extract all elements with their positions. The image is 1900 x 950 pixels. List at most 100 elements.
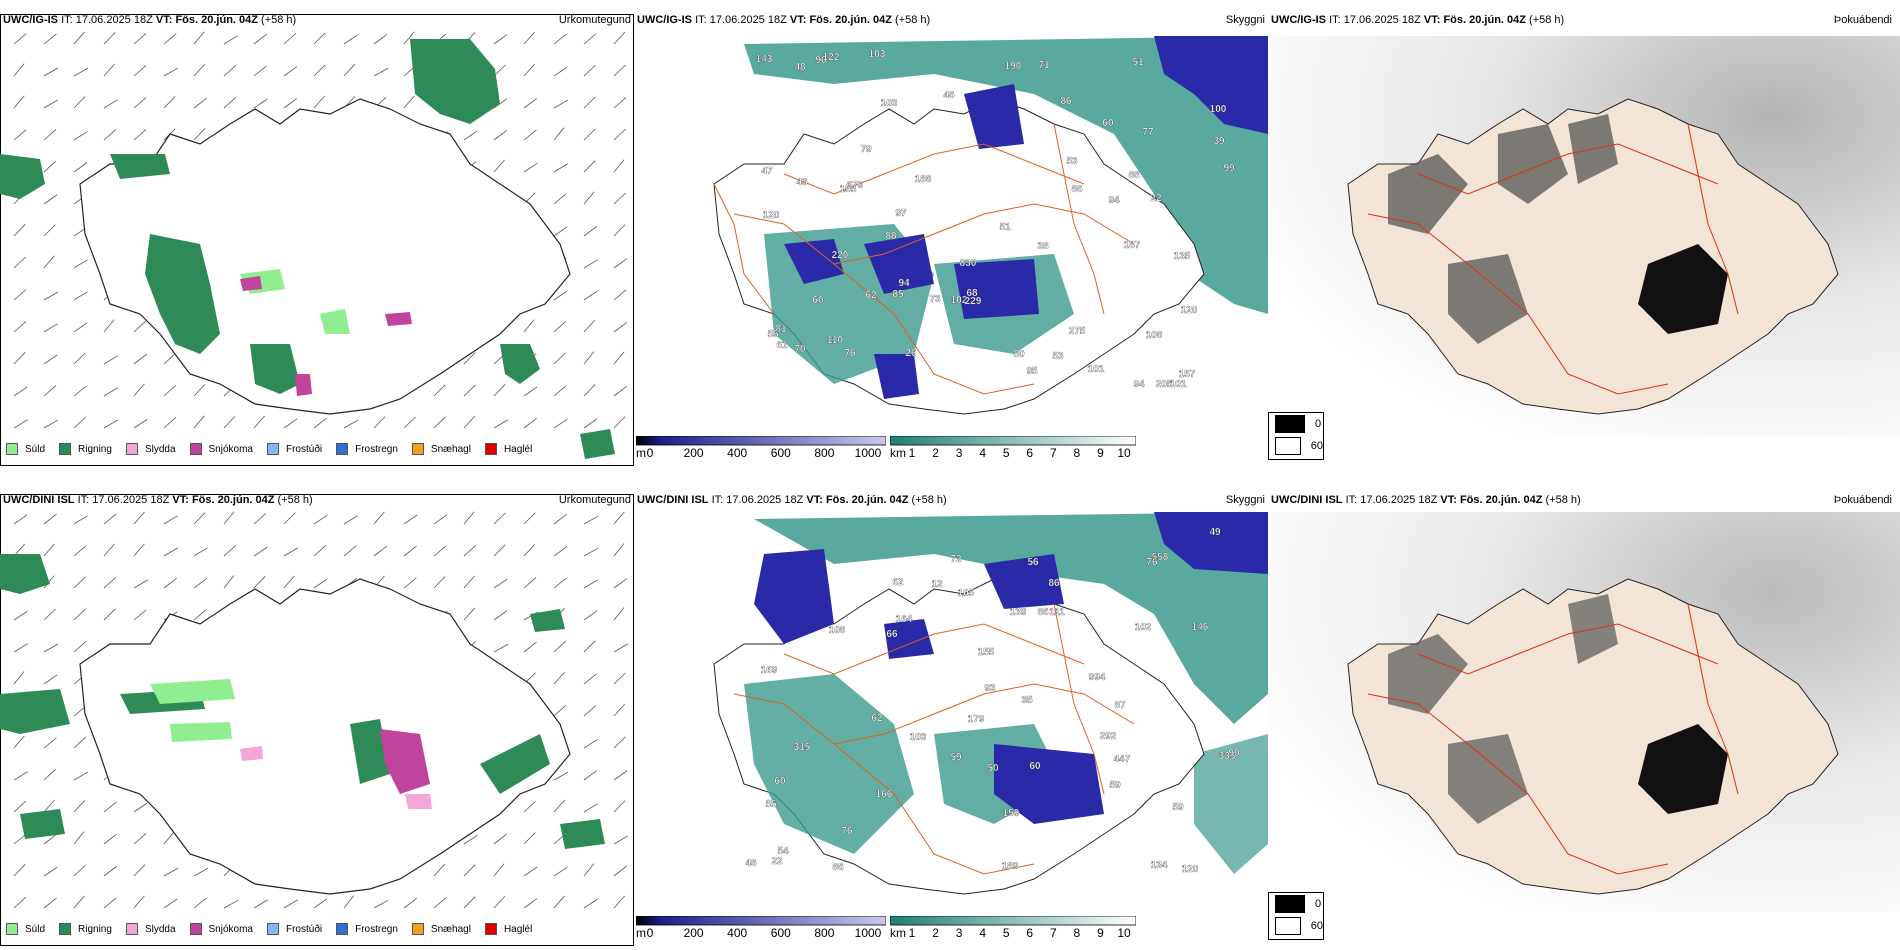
wind-barb	[313, 95, 325, 109]
wind-barb	[553, 352, 566, 365]
cloud-base-label: 275	[1069, 326, 1086, 337]
wind-barb	[613, 258, 628, 269]
freezing-rain-swatch	[336, 923, 349, 935]
cloud-base-label: 105	[958, 588, 975, 599]
legend-label: Frostúði	[285, 443, 323, 455]
wind-barb	[73, 322, 88, 333]
wind-barb	[163, 515, 178, 525]
colorbar-tick: 8	[1073, 926, 1081, 940]
legend-item: Súld	[6, 443, 45, 455]
low-cloud-area	[744, 674, 914, 854]
low-cloud-sea	[754, 512, 1268, 724]
colorbar-tick: 800	[814, 926, 835, 940]
wind-barb	[43, 543, 55, 557]
cloud-base-label: 830	[960, 258, 977, 269]
freezing-rain-swatch	[336, 443, 349, 455]
wind-barb	[73, 416, 87, 429]
cloud-base-label: 108	[829, 625, 846, 636]
cloud-base-label: 59	[950, 752, 962, 763]
cloud-base-label: 88	[885, 231, 897, 242]
wind-barb	[523, 31, 536, 45]
wind-barb	[253, 899, 268, 909]
fog-area	[1388, 154, 1468, 234]
wind-barb	[283, 899, 298, 909]
cloud-base-label: 49	[1209, 527, 1221, 538]
drizzle-area	[170, 722, 232, 742]
cloud-base-label: 101	[1170, 379, 1187, 390]
cloud-base-label: 164	[896, 614, 913, 625]
iceland-outline	[79, 578, 571, 895]
wind-barb	[613, 607, 625, 621]
legend-label: Snjókoma	[208, 923, 253, 935]
legend-item: Snæhagl	[411, 443, 471, 455]
wind-barb	[493, 419, 508, 429]
wind-barb	[73, 831, 85, 845]
wind-barb	[103, 513, 117, 525]
hail-swatch	[484, 923, 497, 935]
wind-barb	[73, 545, 87, 557]
wind-barb	[583, 64, 596, 77]
wind-barb	[613, 31, 626, 45]
wind-barb	[583, 160, 596, 173]
cloud-base-label: 157	[1179, 369, 1196, 380]
roads	[733, 603, 1135, 875]
wind-barb	[553, 99, 569, 109]
cloud-base-label: 86	[1060, 96, 1072, 107]
fog-map	[1268, 36, 1900, 436]
wind-barb	[13, 224, 26, 237]
wind-barb	[133, 33, 147, 45]
cloud-base-label: 59	[1109, 780, 1121, 791]
wind-barb	[553, 513, 567, 525]
cloud-base-label: 94	[898, 278, 910, 289]
wind-barb	[523, 832, 536, 845]
cloud-base-label: 994	[1089, 672, 1106, 683]
wind-barb	[403, 31, 415, 45]
cloud-base-label: 70	[794, 344, 806, 355]
wind-barb	[13, 735, 25, 749]
colorbar-tick: 200	[683, 446, 704, 460]
wind-barb	[73, 800, 86, 813]
precip-legend: Súld Rigning Slydda Snjókoma Frostúði Frostre…	[6, 923, 546, 935]
cloud-base-label: 46	[943, 90, 955, 101]
wind-barb	[43, 866, 58, 877]
cloud-base-label: 679	[847, 180, 864, 191]
cloud-base-label: 102	[1135, 622, 1152, 633]
panel-header: UWC/IG-IS IT: 17.06.2025 18Z VT: Fös. 20…	[3, 14, 297, 26]
cloud-base-label: 100	[1210, 104, 1227, 115]
colorbar-unit: m	[636, 926, 646, 940]
rain-area	[530, 609, 565, 632]
wind-barb	[583, 418, 598, 429]
wind-barb	[463, 575, 475, 589]
wind-barb	[583, 191, 595, 205]
wind-barb	[43, 160, 57, 173]
wind-barb	[13, 419, 28, 429]
legend-item: Slydda	[125, 923, 176, 935]
wind-barb	[553, 193, 567, 205]
wind-barb	[403, 514, 418, 525]
cloud-base-label: 76	[844, 348, 856, 359]
wind-barb	[193, 128, 206, 141]
precip-legend: Súld Rigning Slydda Snjókoma Frostúði Frostre…	[6, 443, 546, 455]
high-cloud-area	[1154, 36, 1268, 134]
wind-barb	[133, 895, 145, 909]
legend-label: Snjókoma	[208, 443, 253, 455]
wind-barb	[553, 127, 565, 141]
cloud-base-label: 102	[951, 295, 968, 306]
wind-barb	[103, 865, 117, 877]
wind-barb	[103, 576, 117, 589]
cloud-base-label: 85	[892, 289, 904, 300]
colorbar-tick: 5	[1002, 926, 1010, 940]
wind-barb	[553, 163, 568, 173]
wind-barb	[43, 291, 59, 301]
snow-area	[240, 276, 262, 291]
colorbar-unit: km	[890, 926, 906, 940]
wind-barb	[223, 96, 237, 109]
wind-barb	[103, 99, 118, 109]
cloud-base-label: 62	[892, 577, 904, 588]
cloud-base-label: 51	[1132, 57, 1144, 68]
wind-barb	[523, 512, 536, 525]
wind-barb	[553, 226, 568, 237]
wind-barb	[13, 321, 27, 333]
visibility-colorbar: km 1 2 3 4 5 6 7 8 9 10	[890, 916, 1136, 944]
wind-barb	[13, 95, 25, 109]
